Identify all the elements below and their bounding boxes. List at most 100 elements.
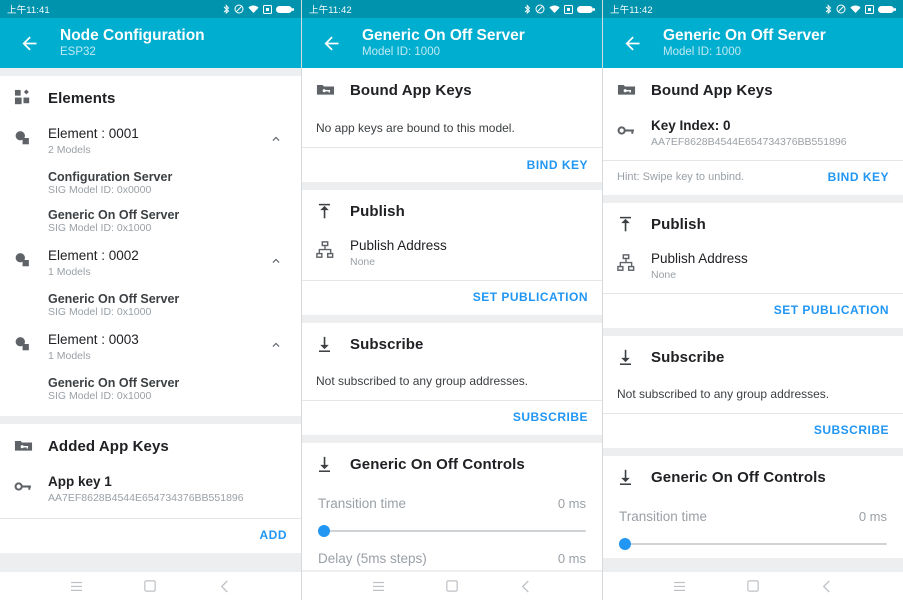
bound-key-row[interactable]: Key Index: 0 AA7EF8628B4544E654734376BB5… — [603, 111, 903, 160]
publish-address-row[interactable]: Publish Address None — [302, 231, 602, 280]
bound-key-text: Key Index: 0 AA7EF8628B4544E654734376BB5… — [651, 118, 889, 148]
transition-time-labels: Transition time 0 ms — [619, 509, 887, 524]
slider-thumb[interactable] — [318, 524, 330, 537]
element-row[interactable]: Element : 0002 1 Models — [0, 241, 301, 287]
subscribe-down-icon — [617, 349, 645, 366]
slider-thumb[interactable] — [619, 537, 631, 550]
back-chevron-icon[interactable] — [813, 576, 839, 596]
publish-title: Publish — [350, 203, 405, 220]
chevron-up-icon[interactable] — [269, 332, 287, 357]
elements-grid-icon — [14, 89, 42, 108]
model-list-item[interactable]: Generic On Off Server SIG Model ID: 0x10… — [0, 203, 301, 241]
element-model-count: 2 Models — [48, 143, 91, 156]
section-gap — [0, 68, 301, 76]
transition-time-label: Transition time — [318, 495, 407, 511]
model-id: SIG Model ID: 0x1000 — [48, 305, 152, 318]
publish-address-row[interactable]: Publish Address None — [603, 244, 903, 293]
sim-icon — [263, 4, 272, 14]
back-chevron-icon[interactable] — [211, 576, 237, 596]
set-publication-button[interactable]: SET PUBLICATION — [472, 290, 588, 305]
subscribe-card: Subscribe Not subscribed to any group ad… — [603, 335, 903, 448]
bind-key-button[interactable]: BIND KEY — [827, 170, 889, 185]
subscribe-header: Subscribe — [603, 336, 903, 377]
folder-key-icon — [617, 81, 645, 100]
sim-icon — [564, 4, 573, 14]
controls-header: Generic On Off Controls — [603, 456, 903, 497]
home-square-icon[interactable] — [740, 576, 766, 596]
model-list-item[interactable]: Generic On Off Server SIG Model ID: 0x10… — [0, 371, 301, 416]
app-keys-actions: ADD — [0, 519, 301, 553]
page-title: Node Configuration — [60, 27, 205, 45]
bind-key-button[interactable]: BIND KEY — [526, 157, 588, 172]
bound-app-keys-card: Bound App Keys Key Index: 0 AA7EF8628B45… — [603, 68, 903, 195]
added-app-keys-card: Added App Keys App key 1 AA7EF8628B4544E… — [0, 423, 301, 553]
subscribe-title: Subscribe — [651, 348, 725, 366]
page-title: Generic On Off Server — [362, 27, 525, 45]
back-arrow-icon — [625, 36, 639, 50]
unbind-hint: Hint: Swipe key to unbind. — [617, 171, 745, 184]
app-bar-titles: Generic On Off Server Model ID: 1000 — [663, 27, 826, 58]
model-name: Generic On Off Server — [48, 291, 180, 306]
chevron-up-icon[interactable] — [269, 126, 287, 151]
bound-app-keys-title: Bound App Keys — [350, 82, 472, 99]
app-key-row[interactable]: App key 1 AA7EF8628B4544E654734376BB5518… — [0, 467, 301, 518]
bluetooth-icon — [825, 3, 832, 14]
slider-track — [322, 529, 586, 532]
back-button[interactable] — [314, 26, 348, 60]
subscribe-down-icon — [316, 336, 344, 353]
delay-slider-block: Delay (5ms steps) 0 ms — [302, 545, 602, 570]
back-arrow-icon — [324, 36, 338, 50]
element-text: Element : 0003 1 Models — [48, 332, 269, 362]
divider — [603, 412, 903, 414]
element-row[interactable]: Element : 0001 2 Models — [0, 119, 301, 165]
divider — [302, 147, 602, 148]
transition-time-value: 0 ms — [557, 495, 586, 511]
element-name: Element : 0002 — [48, 247, 139, 263]
scroll-body[interactable]: Elements Element : 0001 2 Models — [0, 68, 301, 572]
wifi-icon — [248, 5, 259, 13]
scroll-body[interactable]: Bound App Keys Key Index: 0 AA7EF8628B45… — [603, 68, 903, 572]
home-square-icon[interactable] — [439, 576, 465, 596]
publish-address-label: Publish Address — [651, 250, 748, 266]
wifi-icon — [549, 5, 560, 13]
delay-value: 0 ms — [557, 550, 586, 566]
model-list-item[interactable]: Generic On Off Server SIG Model ID: 0x10… — [0, 287, 301, 325]
transition-time-slider[interactable] — [619, 534, 887, 554]
back-button[interactable] — [12, 26, 46, 60]
scroll-body[interactable]: Bound App Keys No app keys are bound to … — [302, 68, 602, 572]
network-icon — [617, 251, 645, 277]
page-subtitle: ESP32 — [60, 45, 96, 58]
model-id: SIG Model ID: 0x1000 — [48, 389, 152, 402]
subscribe-button[interactable]: SUBSCRIBE — [813, 423, 889, 438]
chevron-up-icon[interactable] — [269, 248, 287, 273]
publish-address-text: Publish Address None — [350, 238, 588, 268]
app-key-name: App key 1 — [48, 473, 112, 489]
model-list-item[interactable]: Configuration Server SIG Model ID: 0x000… — [0, 165, 301, 203]
transition-time-slider[interactable] — [318, 521, 586, 541]
section-gap — [603, 447, 903, 456]
set-publication-button[interactable]: SET PUBLICATION — [773, 303, 889, 318]
screen-model-unbound: 上午11:42 Generic On Off Server Model ID: … — [301, 0, 602, 600]
menu-icon[interactable] — [64, 576, 90, 596]
element-shape-icon — [14, 332, 42, 358]
subscribe-message: Not subscribed to any group addresses. — [617, 386, 830, 401]
add-app-key-button[interactable]: ADD — [259, 528, 287, 542]
subscribe-title: Subscribe — [350, 335, 424, 353]
publish-address-value: None — [350, 255, 376, 268]
status-bar: 上午11:42 — [603, 0, 903, 18]
status-icons — [825, 3, 896, 15]
back-chevron-icon[interactable] — [512, 576, 538, 596]
element-name: Element : 0003 — [48, 331, 139, 347]
menu-icon[interactable] — [366, 576, 392, 596]
status-clock: 上午11:42 — [610, 5, 653, 16]
section-gap — [302, 314, 602, 323]
element-row[interactable]: Element : 0003 1 Models — [0, 325, 301, 371]
subscribe-button[interactable]: SUBSCRIBE — [512, 410, 588, 425]
bound-app-keys-header: Bound App Keys — [302, 68, 602, 111]
page-title: Generic On Off Server — [663, 27, 826, 45]
home-square-icon[interactable] — [137, 576, 163, 596]
menu-icon[interactable] — [667, 576, 693, 596]
back-button[interactable] — [615, 26, 649, 60]
controls-header: Generic On Off Controls — [302, 443, 602, 484]
